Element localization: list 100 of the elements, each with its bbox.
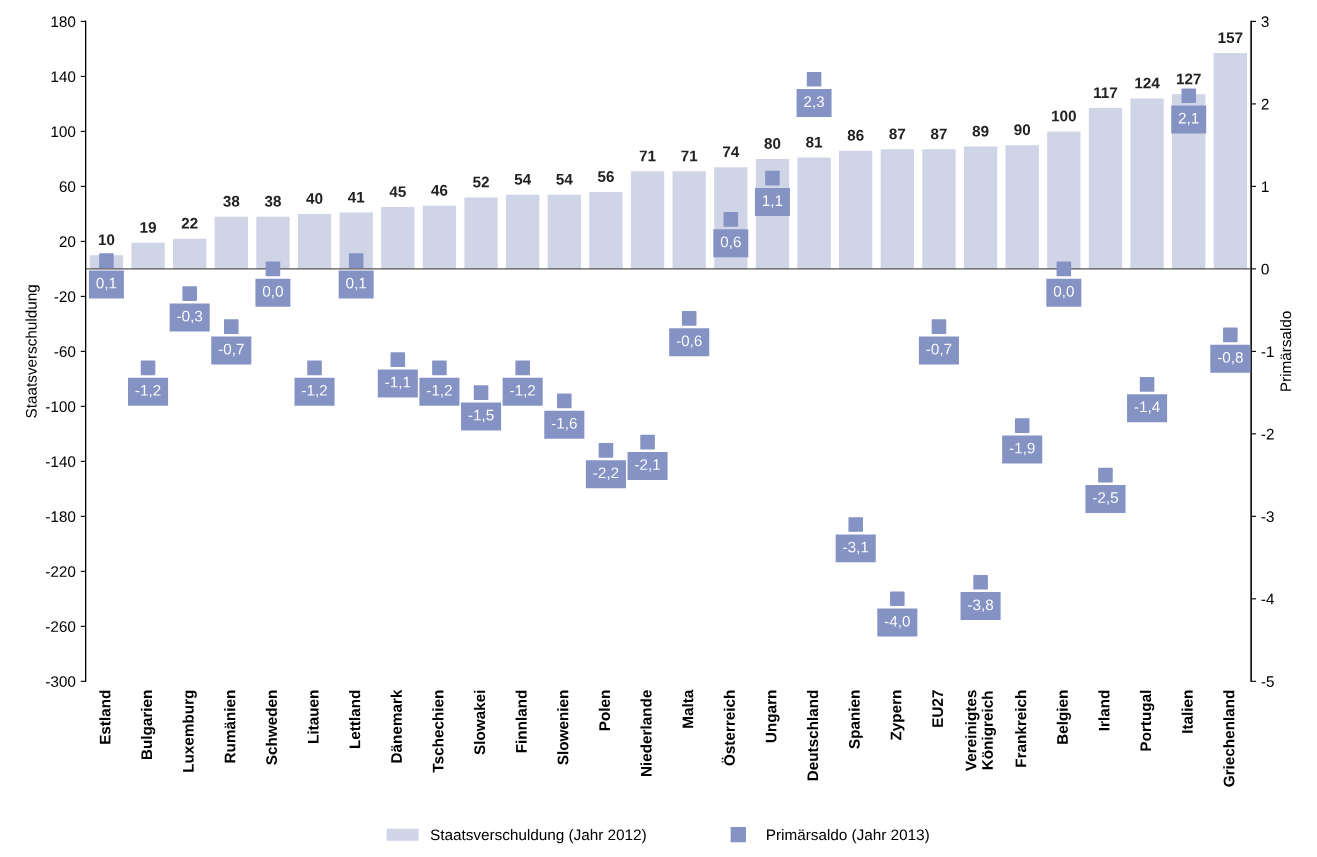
x-tick-label: Portugal (1139, 690, 1155, 751)
data-label: 74 (722, 146, 740, 158)
y-tick-label: 180 (51, 16, 76, 28)
data-label: 38 (223, 195, 240, 207)
data-label: 52 (473, 176, 489, 188)
point (432, 360, 447, 376)
data-label: -1,2 (135, 384, 161, 398)
x-tick-label: Dänemark (390, 689, 402, 763)
x-tick-label: Luxemburg (182, 690, 197, 772)
point (265, 261, 281, 277)
point (1223, 327, 1238, 343)
point (931, 319, 947, 334)
data-label: 54 (556, 174, 573, 185)
point (681, 311, 697, 326)
y2-tick-label: -1 (1261, 346, 1274, 357)
data-label: 2,3 (804, 96, 825, 109)
x-tick-label: Litauen (307, 690, 319, 743)
y2-tick-label: -2 (1261, 428, 1274, 440)
point (1056, 261, 1072, 277)
data-label: 0,0 (1053, 285, 1074, 299)
point (515, 360, 530, 376)
data-label: 40 (306, 193, 323, 204)
y-tick-label: -60 (54, 346, 76, 358)
data-label: -1,2 (510, 384, 536, 398)
data-label: 71 (681, 150, 698, 162)
data-label: -1,2 (302, 384, 327, 398)
point (182, 286, 197, 301)
y-tick-label: -20 (54, 291, 76, 303)
x-tick-label: Vereinigtes Königreich (965, 690, 996, 772)
x-tick-label: Tschechien (432, 690, 444, 773)
data-label: 54 (514, 174, 532, 185)
y-tick-label: -100 (45, 401, 76, 413)
data-label: -0,3 (177, 310, 203, 324)
y2-axis-title: Primärsaldo (1280, 311, 1292, 391)
data-label: -4,0 (884, 615, 910, 629)
legend-label: Primärsaldo (Jahr 2013) (767, 829, 929, 844)
point (890, 591, 905, 607)
y-tick-label: -180 (45, 511, 76, 523)
point (765, 170, 780, 186)
point (1014, 418, 1030, 433)
data-label: 46 (431, 184, 448, 196)
data-label: 56 (597, 171, 614, 182)
y2-tick-label: 0 (1261, 263, 1269, 275)
x-tick-label: Österreich (721, 690, 735, 766)
y-tick-label: -260 (45, 621, 76, 633)
data-label: 124 (1135, 77, 1160, 89)
y-tick-label: 60 (59, 181, 76, 193)
data-label: 100 (1052, 110, 1076, 122)
y-axis-title: Staatsverschuldung (25, 285, 40, 418)
data-label: 0,1 (346, 277, 367, 291)
point (348, 253, 364, 268)
data-label: 157 (1218, 32, 1243, 44)
point (224, 319, 239, 334)
y-tick-label: 100 (51, 126, 76, 138)
data-label: 71 (639, 150, 656, 162)
point (640, 434, 655, 450)
data-label: -1,5 (468, 409, 494, 423)
legend-label: Staatsverschuldung (Jahr 2012) (430, 829, 646, 844)
data-label: 1,1 (762, 195, 783, 208)
point (973, 575, 988, 590)
x-tick-label: Slowenien (557, 690, 569, 765)
point (723, 212, 739, 227)
x-tick-label: Malta (682, 689, 694, 728)
data-label: 38 (264, 195, 281, 207)
point (848, 517, 863, 532)
data-label: -2,5 (1092, 492, 1118, 505)
data-label: 81 (806, 136, 823, 148)
data-label: 10 (98, 234, 115, 246)
data-label: -2,1 (635, 459, 660, 472)
x-tick-label: Belgien (1056, 690, 1071, 744)
data-label: -1,4 (1134, 401, 1160, 415)
y-tick-label: -140 (45, 456, 76, 468)
data-label: 90 (1014, 124, 1031, 136)
x-tick-label: EU27 (932, 690, 944, 727)
x-tick-label: Frankreich (1015, 690, 1027, 767)
y2-tick-label: 2 (1261, 98, 1269, 110)
y-tick-label: 20 (59, 236, 76, 248)
data-label: -0,7 (218, 343, 244, 357)
x-tick-label: Estland (99, 690, 111, 744)
x-tick-label: Zypern (890, 690, 905, 741)
data-label: -0,8 (1217, 351, 1243, 365)
data-label: -2,2 (593, 467, 619, 481)
data-label: 2,1 (1178, 112, 1199, 126)
point (140, 360, 156, 376)
y-tick-label: 140 (51, 71, 76, 83)
x-tick-label: Deutschland (806, 690, 819, 781)
data-label: -3,8 (968, 599, 994, 613)
point (1098, 467, 1113, 483)
data-label: 117 (1094, 87, 1118, 98)
data-label: 0,6 (720, 236, 741, 250)
y2-tick-label: -4 (1261, 593, 1275, 605)
data-label: -3,1 (843, 541, 869, 555)
data-label: -0,7 (926, 343, 952, 357)
x-tick-label: Irland (1098, 690, 1110, 731)
data-label: 41 (347, 191, 365, 203)
x-tick-label: Finnland (515, 690, 527, 753)
point (1139, 377, 1155, 392)
point (598, 443, 614, 458)
x-tick-label: Bulgarien (140, 690, 156, 760)
data-label: 80 (764, 138, 781, 149)
